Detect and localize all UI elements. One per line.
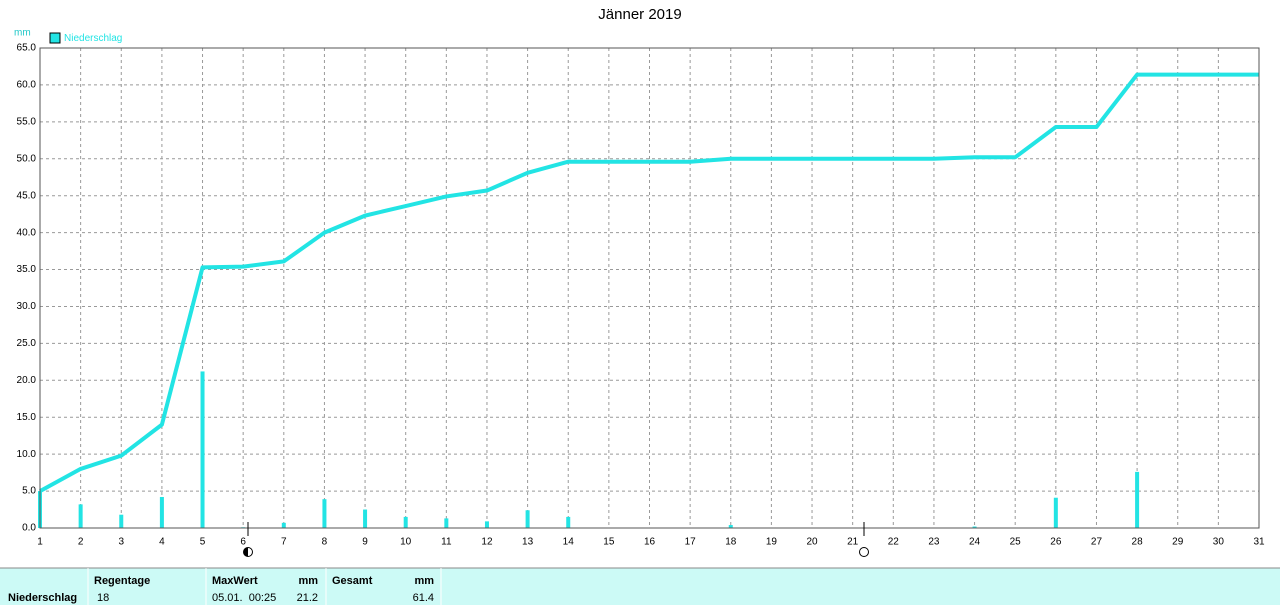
- x-tick-label: 14: [563, 537, 575, 548]
- y-tick-label: 35.0: [17, 264, 37, 275]
- y-tick-label: 20.0: [17, 375, 37, 386]
- x-tick-label: 31: [1253, 537, 1265, 548]
- bar: [119, 514, 124, 528]
- bar: [363, 509, 368, 528]
- bar: [159, 496, 164, 528]
- y-tick-label: 65.0: [17, 43, 37, 54]
- x-tick-label: 29: [1172, 537, 1184, 548]
- plot: 0.0 5.0 10.0 15.0 20.0 25.0 30.0 35.0 40.0 45.0 50…: [17, 43, 1265, 548]
- plot-frame: [39, 47, 1260, 529]
- bar: [444, 518, 449, 528]
- bar: [972, 526, 977, 528]
- x-tick-label: 1: [37, 537, 43, 548]
- bar: [322, 499, 327, 528]
- summary-table: [0, 568, 1280, 605]
- x-tick-label: 7: [281, 537, 287, 548]
- cell: 05.01. 00:25: [212, 592, 276, 604]
- y-tick-label: 30.0: [17, 301, 37, 312]
- x-tick-label: 4: [159, 537, 165, 548]
- header-cell: Gesamt: [332, 575, 373, 587]
- x-tick-label: 9: [362, 537, 368, 548]
- y-tick-label: 50.0: [17, 153, 37, 164]
- x-tick-label: 26: [1050, 537, 1062, 548]
- bar: [566, 516, 571, 528]
- y-tick-label: 10.0: [17, 449, 37, 460]
- y-tick-label: 40.0: [17, 227, 37, 238]
- x-tick-label: 30: [1213, 537, 1225, 548]
- y-tick-label: 25.0: [17, 338, 37, 349]
- x-tick-label: 2: [78, 537, 84, 548]
- header-cell: mm: [298, 575, 318, 587]
- y-axis-label: mm: [14, 28, 31, 39]
- x-tick-label: 23: [928, 537, 940, 548]
- x-tick-label: 13: [522, 537, 534, 548]
- bar: [403, 516, 408, 528]
- x-tick-label: 12: [481, 537, 493, 548]
- header-cell: Regentage: [94, 575, 150, 587]
- legend-label: Niederschlag: [64, 33, 122, 44]
- x-tick-label: 25: [1010, 537, 1022, 548]
- x-tick-label: 27: [1091, 537, 1103, 548]
- chart-title: Jänner 2019: [598, 6, 681, 23]
- x-tick-label: 18: [725, 537, 737, 548]
- x-tick-label: 5: [200, 537, 206, 548]
- bar: [484, 521, 489, 528]
- x-tick-label: 24: [969, 537, 981, 548]
- x-tick-label: 17: [685, 537, 697, 548]
- x-tick-label: 22: [888, 537, 900, 548]
- x-tick-label: 21: [847, 537, 859, 548]
- x-tick-label: 19: [766, 537, 778, 548]
- y-tick-label: 45.0: [17, 190, 37, 201]
- x-tick-label: 16: [644, 537, 656, 548]
- x-tick-label: 20: [806, 537, 818, 548]
- row-label: Niederschlag: [8, 592, 77, 604]
- cell: 21.2: [297, 592, 318, 604]
- header-cell: MaxWert: [212, 575, 258, 587]
- cell: 61.4: [413, 592, 434, 604]
- x-tick-label: 28: [1132, 537, 1144, 548]
- y-tick-label: 15.0: [17, 412, 37, 423]
- y-tick-label: 55.0: [17, 116, 37, 127]
- bar: [525, 510, 530, 528]
- x-tick-label: 11: [441, 537, 452, 548]
- x-tick-label: 6: [240, 537, 246, 548]
- x-tick-label: 10: [400, 537, 412, 548]
- legend-swatch: [49, 32, 61, 44]
- cell: 18: [97, 592, 109, 604]
- x-tick-label: 15: [603, 537, 615, 548]
- x-tick-label: 3: [118, 537, 124, 548]
- bar: [1053, 497, 1058, 528]
- bar: [200, 371, 205, 528]
- bar: [281, 522, 286, 528]
- bar: [78, 504, 83, 528]
- x-tick-label: 8: [322, 537, 328, 548]
- bar: [1135, 471, 1140, 528]
- y-tick-label: 5.0: [22, 486, 36, 497]
- bar: [728, 525, 733, 528]
- y-tick-label: 60.0: [17, 80, 37, 91]
- moon-icon: [859, 547, 869, 557]
- moon-icon-fill: [243, 547, 248, 557]
- header-cell: mm: [414, 575, 434, 587]
- cumulative-line: [39, 72, 1259, 493]
- y-tick-label: 0.0: [22, 523, 36, 534]
